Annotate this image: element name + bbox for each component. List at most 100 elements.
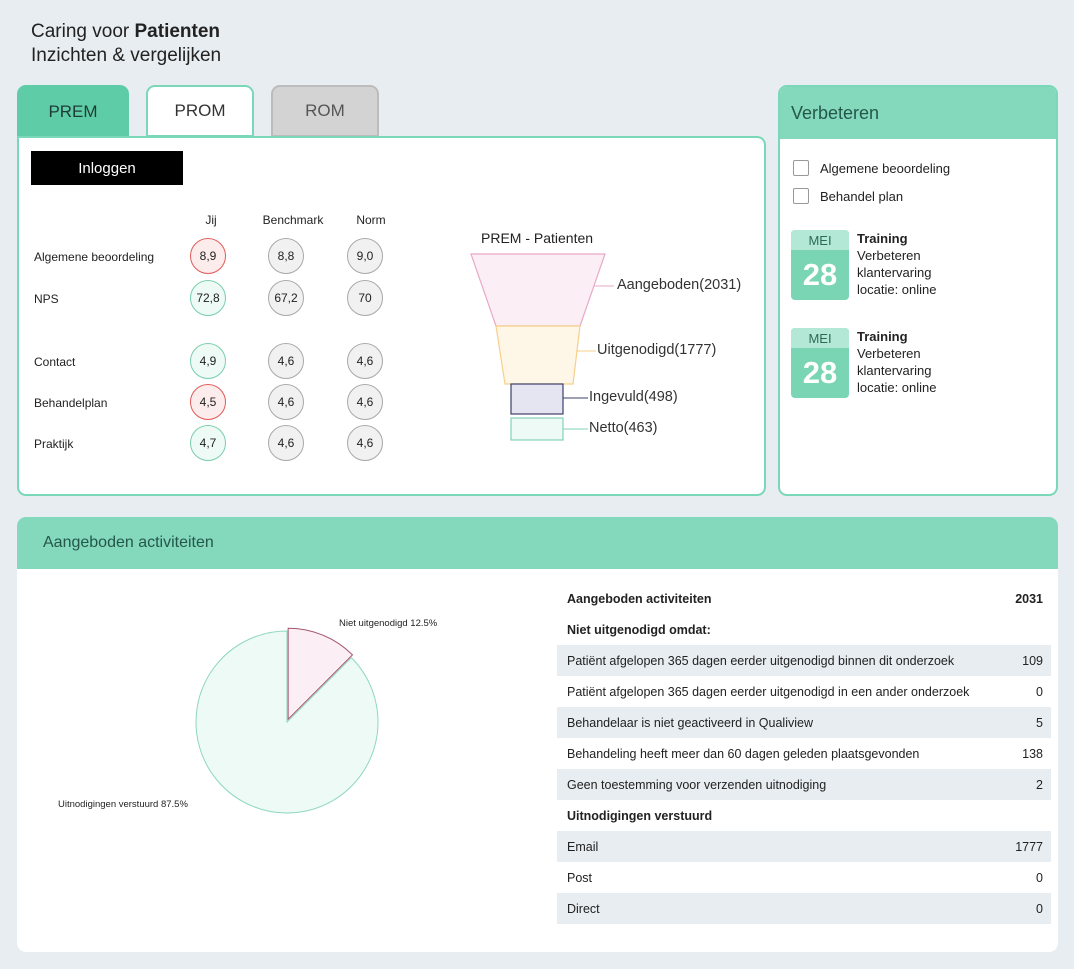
pie-label-verstuurd: Uitnodigingen verstuurd 87.5% <box>58 799 188 810</box>
check-label: Behandel plan <box>820 188 904 204</box>
table-row: Email 1777 <box>557 831 1051 862</box>
funnel-title: PREM - Patienten <box>481 230 594 246</box>
row-label: Post <box>567 870 593 885</box>
row-value: 138 <box>1022 746 1043 761</box>
row-value: 1777 <box>1015 839 1043 854</box>
event-line: klantervaring <box>857 265 932 280</box>
score-norm: 4,6 <box>347 343 383 379</box>
score-row-label: Behandelplan <box>34 396 108 410</box>
event-card[interactable]: MEI 28 Training Verbeteren klantervaring… <box>791 230 937 300</box>
row-value: 0 <box>1036 870 1043 885</box>
date-badge: MEI 28 <box>791 328 849 398</box>
page-title: Caring voor Patienten <box>31 21 221 42</box>
event-details: Training Verbeteren klantervaring locati… <box>857 328 937 398</box>
date-badge: MEI 28 <box>791 230 849 300</box>
event-line: Verbeteren <box>857 248 921 263</box>
row-label: Uitnodigingen verstuurd <box>567 808 713 823</box>
event-title: Training <box>857 329 908 344</box>
event-line: locatie: online <box>857 282 937 297</box>
score-jij: 4,5 <box>190 384 226 420</box>
row-label: Patiënt afgelopen 365 dagen eerder uitge… <box>567 684 970 699</box>
funnel-stage-netto <box>510 417 564 441</box>
event-month: MEI <box>791 328 849 348</box>
prem-panel: Inloggen Jij Benchmark Norm Algemene beo… <box>17 136 766 496</box>
tab-prem[interactable]: PREM <box>17 85 129 138</box>
funnel-chart <box>470 253 614 441</box>
table-row: Behandeling heeft meer dan 60 dagen gele… <box>557 738 1051 769</box>
table-row: Behandelaar is niet geactiveerd in Quali… <box>557 707 1051 738</box>
table-row: Aangeboden activiteiten 2031 <box>557 583 1051 614</box>
table-row: Uitnodigingen verstuurd <box>557 800 1051 831</box>
row-value: 5 <box>1036 715 1043 730</box>
row-label: Behandelaar is niet geactiveerd in Quali… <box>567 715 813 730</box>
row-label: Patiënt afgelopen 365 dagen eerder uitge… <box>567 653 955 668</box>
pie-slice <box>287 627 354 721</box>
activities-title: Aangeboden activiteiten <box>17 517 1058 569</box>
event-title: Training <box>857 231 908 246</box>
page-header: Caring voor Patienten Inzichten & vergel… <box>31 20 221 68</box>
score-benchmark: 4,6 <box>268 425 304 461</box>
row-value: 2031 <box>1015 591 1043 606</box>
login-button[interactable]: Inloggen <box>31 151 183 185</box>
check-behandel-plan[interactable]: Behandel plan <box>793 188 903 204</box>
table-row: Patiënt afgelopen 365 dagen eerder uitge… <box>557 676 1051 707</box>
column-header-jij: Jij <box>205 213 217 227</box>
score-norm: 4,6 <box>347 384 383 420</box>
score-jij: 8,9 <box>190 238 226 274</box>
checkbox[interactable] <box>793 188 809 204</box>
score-row-label: Contact <box>34 355 76 369</box>
pie-slice <box>195 630 379 814</box>
score-norm: 9,0 <box>347 238 383 274</box>
page-subtitle: Inzichten & vergelijken <box>31 45 222 66</box>
row-value: 0 <box>1036 901 1043 916</box>
score-benchmark: 4,6 <box>268 343 304 379</box>
pie-label-niet-uitgenodigd: Niet uitgenodigd 12.5% <box>339 618 438 629</box>
table-row: Niet uitgenodigd omdat: <box>557 614 1051 645</box>
funnel-stage-ingevuld <box>510 383 564 415</box>
column-header-norm: Norm <box>356 213 386 227</box>
score-row-label: Praktijk <box>34 437 74 451</box>
row-value: 109 <box>1022 653 1043 668</box>
table-row: Geen toestemming voor verzenden uitnodig… <box>557 769 1051 800</box>
event-day: 28 <box>802 257 838 292</box>
score-row-label: Algemene beoordeling <box>34 250 155 264</box>
funnel-label-uitgenodigd: Uitgenodigd(1777) <box>597 342 717 358</box>
event-card[interactable]: MEI 28 Training Verbeteren klantervaring… <box>791 328 937 398</box>
event-details: Training Verbeteren klantervaring locati… <box>857 230 937 300</box>
score-row-label: NPS <box>34 292 59 306</box>
score-norm: 70 <box>347 280 383 316</box>
funnel-label-ingevuld: Ingevuld(498) <box>589 389 678 405</box>
event-line: Verbeteren <box>857 346 921 361</box>
event-line: klantervaring <box>857 363 932 378</box>
funnel-stage-aangeboden <box>470 253 606 327</box>
verbeteren-panel: Verbeteren Algemene beoordeling Behandel… <box>778 85 1058 496</box>
score-benchmark: 8,8 <box>268 238 304 274</box>
event-month: MEI <box>791 230 849 250</box>
row-value: 2 <box>1036 777 1043 792</box>
table-row: Direct 0 <box>557 893 1051 924</box>
tab-prom[interactable]: PROM <box>146 85 254 137</box>
tab-rom[interactable]: ROM <box>271 85 379 137</box>
event-line: locatie: online <box>857 380 937 395</box>
event-day: 28 <box>802 355 838 390</box>
row-label: Aangeboden activiteiten <box>567 591 712 606</box>
check-label: Algemene beoordeling <box>820 160 951 176</box>
checkbox[interactable] <box>793 160 809 176</box>
score-benchmark: 67,2 <box>268 280 304 316</box>
check-algemene-beoordeling[interactable]: Algemene beoordeling <box>793 160 950 176</box>
row-label: Geen toestemming voor verzenden uitnodig… <box>567 777 827 792</box>
score-jij: 4,9 <box>190 343 226 379</box>
funnel-stage-uitgenodigd <box>495 325 581 385</box>
score-norm: 4,6 <box>347 425 383 461</box>
row-label: Niet uitgenodigd omdat: <box>567 622 711 637</box>
row-value: 0 <box>1036 684 1043 699</box>
column-header-benchmark: Benchmark <box>262 213 324 227</box>
activities-table: Aangeboden activiteiten 2031 Niet uitgenod… <box>557 583 1051 924</box>
score-jij: 4,7 <box>190 425 226 461</box>
pie-chart <box>195 627 379 814</box>
score-jij: 72,8 <box>190 280 226 316</box>
table-row: Post 0 <box>557 862 1051 893</box>
row-label: Behandeling heeft meer dan 60 dagen gele… <box>567 746 920 761</box>
score-benchmark: 4,6 <box>268 384 304 420</box>
row-label: Direct <box>567 901 600 916</box>
